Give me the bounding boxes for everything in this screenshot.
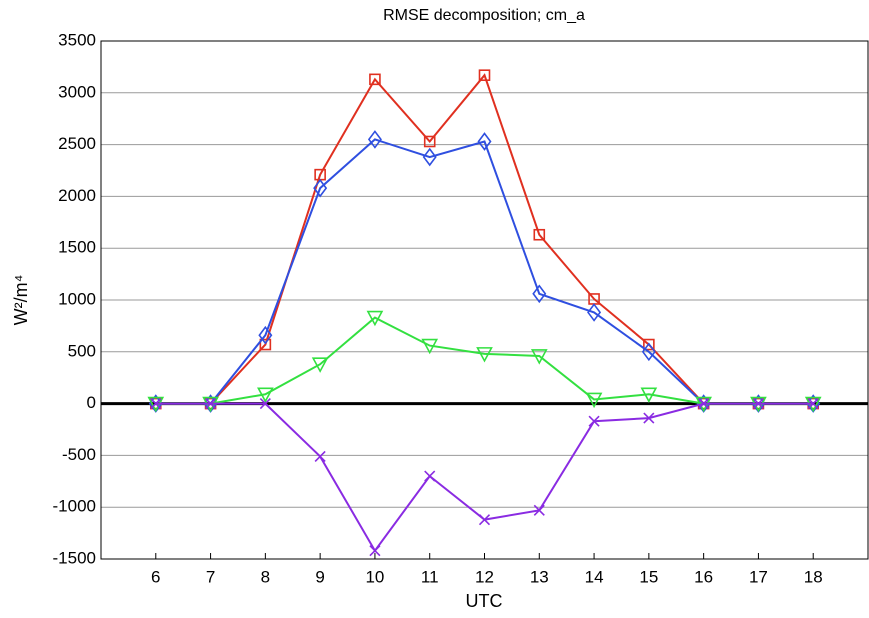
marker	[150, 398, 162, 410]
marker	[643, 338, 655, 351]
x-tick-label: 15	[639, 567, 658, 586]
y-tick-label: 0	[87, 393, 96, 412]
x-tick-label: 6	[151, 567, 160, 586]
marker	[257, 387, 274, 403]
y-tick-label: 1500	[58, 238, 96, 257]
marker	[533, 504, 545, 516]
marker	[478, 514, 491, 526]
y-tick-label: -500	[62, 445, 96, 464]
marker	[478, 69, 491, 81]
marker	[698, 398, 710, 410]
x-tick-label: 8	[261, 567, 270, 586]
marker	[476, 347, 493, 363]
y-tick-label: 3500	[58, 30, 96, 49]
marker	[587, 303, 602, 322]
marker	[313, 178, 328, 198]
marker	[366, 310, 384, 327]
x-axis-label: UTC	[466, 591, 503, 611]
x-tick-label: 12	[475, 567, 494, 586]
x-tick-label: 16	[694, 567, 713, 586]
marker	[640, 387, 658, 403]
y-tick-label: 3000	[58, 82, 96, 101]
marker	[205, 398, 217, 410]
marker	[259, 398, 271, 410]
marker	[367, 130, 382, 149]
marker	[423, 135, 436, 148]
marker	[533, 228, 546, 241]
x-tick-label: 17	[749, 567, 768, 586]
marker	[588, 415, 600, 427]
marker	[422, 147, 437, 167]
marker	[421, 338, 439, 355]
plot-frame	[100, 40, 869, 560]
marker	[643, 412, 655, 424]
x-tick-label: 7	[206, 567, 215, 586]
marker	[477, 132, 492, 151]
marker	[369, 73, 381, 86]
y-tick-label: -1000	[53, 497, 96, 516]
y-tick-label: 500	[68, 341, 96, 360]
x-tick-label: 11	[421, 567, 439, 586]
y-tick-label: 1000	[58, 289, 96, 308]
x-tick-label: 18	[804, 567, 823, 586]
x-tick-label: 14	[585, 567, 604, 586]
y-tick-label: 2000	[58, 186, 96, 205]
marker	[259, 338, 272, 351]
y-axis-label: W²/m⁴	[11, 275, 31, 326]
x-tick-label: 13	[530, 567, 549, 586]
chart-title: RMSE decomposition; cm_a	[383, 7, 585, 24]
marker	[314, 450, 326, 463]
y-tick-label: -1500	[53, 548, 96, 567]
marker	[752, 398, 764, 410]
marker	[532, 284, 547, 304]
marker	[258, 325, 273, 345]
x-tick-label: 10	[365, 567, 384, 586]
y-tick-label: 2500	[58, 134, 96, 153]
x-tick-label: 9	[315, 567, 324, 586]
marker	[807, 398, 819, 410]
marker	[369, 545, 381, 557]
marker	[424, 470, 436, 482]
marker	[311, 357, 329, 373]
marker	[641, 342, 656, 362]
marker	[530, 349, 548, 365]
marker	[585, 392, 603, 409]
